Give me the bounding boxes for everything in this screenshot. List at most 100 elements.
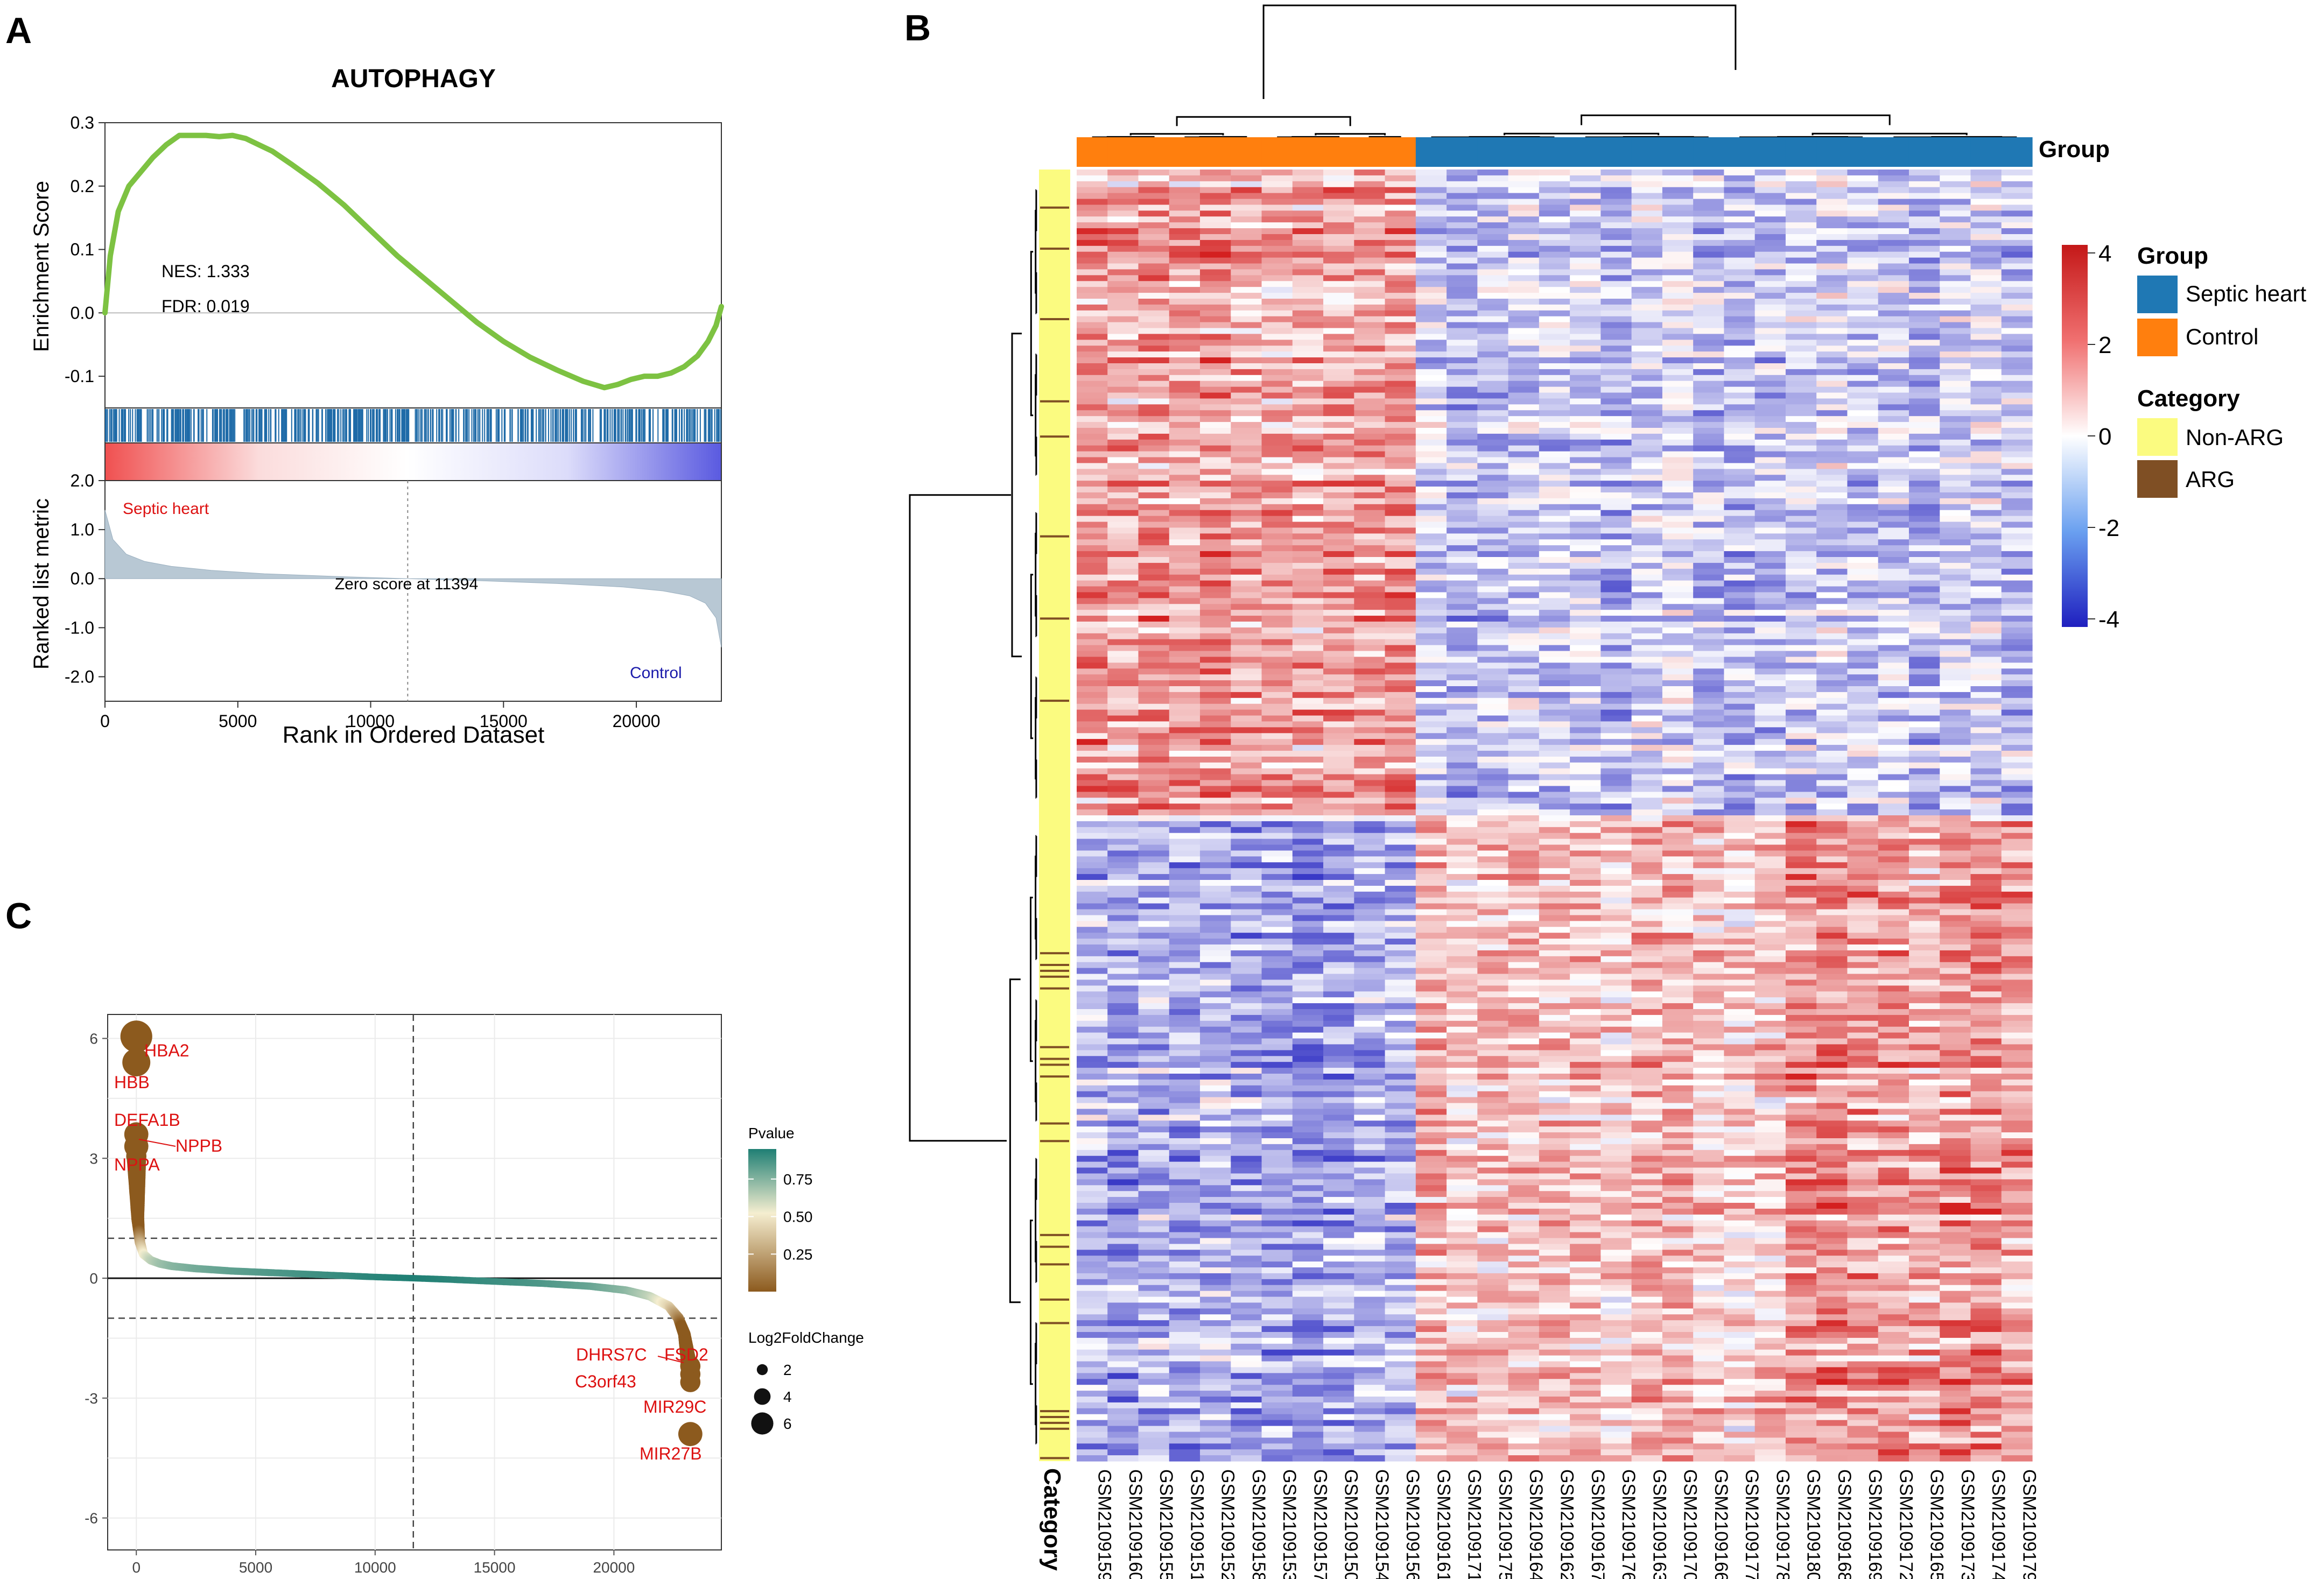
heat-cell (1693, 968, 1725, 975)
heat-cell (1847, 510, 1879, 517)
heat-cell (1323, 592, 1354, 598)
heat-cell (1200, 809, 1231, 816)
heat-cell (1940, 263, 1971, 270)
heat-cell (1539, 386, 1570, 393)
heat-cell (2001, 850, 2033, 857)
heat-cell (1539, 551, 1570, 558)
heat-cell (1292, 451, 1324, 458)
heat-cell (1847, 662, 1879, 669)
heat-cell (1570, 668, 1601, 675)
heat-cell (1754, 228, 1786, 235)
heat-cell (1908, 862, 1940, 869)
heat-cell (1754, 610, 1786, 616)
heat-cell (2001, 733, 2033, 739)
arg-mark (1040, 1322, 1069, 1324)
heat-cell (1477, 956, 1509, 963)
heat-cell (1107, 557, 1139, 563)
heat-cell (1785, 181, 1817, 188)
heat-cell (1693, 622, 1725, 628)
heat-cell (1231, 680, 1262, 687)
heat-cell (1847, 645, 1879, 652)
heat-cell (1785, 862, 1817, 869)
heat-cell (1878, 222, 1909, 229)
heat-cell (1631, 251, 1663, 258)
gsea-x-ticks: 0 5000 10000 15000 20000 (100, 701, 661, 731)
heat-cell (1878, 510, 1909, 517)
heat-cell (1693, 950, 1725, 957)
heat-cell (1570, 968, 1601, 975)
heat-cell (1231, 627, 1262, 634)
heat-cell (1261, 492, 1293, 499)
heat-cell (1231, 410, 1262, 417)
heat-cell (1631, 668, 1663, 675)
heat-cell (1631, 234, 1663, 241)
heat-cell (1292, 651, 1324, 658)
heat-cell (1323, 475, 1354, 481)
heat-cell (1816, 533, 1848, 540)
heat-cell (1138, 281, 1170, 287)
heat-cell (1847, 862, 1879, 869)
heat-cell (2001, 604, 2033, 610)
heat-cell (1477, 927, 1509, 933)
heat-cell (1631, 346, 1663, 352)
heat-cell (1200, 451, 1231, 458)
heat-cell (1539, 557, 1570, 563)
heat-cell (1539, 234, 1570, 241)
heat-cell (1200, 592, 1231, 598)
heat-cell (1693, 299, 1725, 305)
heat-cell (1231, 199, 1262, 206)
heat-cell (1261, 181, 1293, 188)
heat-cell (1908, 380, 1940, 387)
heat-cell (1816, 416, 1848, 422)
heat-cell (1662, 715, 1694, 722)
heat-cell (1415, 833, 1447, 840)
heat-cell (1169, 651, 1200, 658)
heat-cell (1169, 193, 1200, 200)
heat-cell (1138, 516, 1170, 523)
heat-cell (1754, 334, 1786, 340)
heat-cell (1415, 891, 1447, 898)
heat-cell (1508, 299, 1540, 305)
heat-cell (1169, 715, 1200, 722)
heat-cell (1354, 774, 1386, 781)
heat-cell (1077, 885, 1108, 892)
heat-cell (1693, 451, 1725, 458)
heat-cell (1138, 604, 1170, 610)
heat-cell (1354, 451, 1386, 458)
heat-cell (1138, 475, 1170, 481)
heat-cell (1169, 933, 1200, 939)
heat-cell (1169, 686, 1200, 693)
heat-cell (1785, 239, 1817, 246)
heat-cell (1754, 533, 1786, 540)
heat-cell (1600, 897, 1632, 904)
heat-cell (1200, 903, 1231, 910)
heat-cell (2001, 322, 2033, 329)
heat-cell (1754, 868, 1786, 875)
heat-cell (1261, 821, 1293, 828)
heat-cell (1785, 939, 1817, 945)
heat-cell (1200, 469, 1231, 475)
heat-cell (1816, 662, 1848, 669)
heat-cell (1693, 428, 1725, 434)
heat-cell (1385, 838, 1416, 845)
heat-cell (1878, 504, 1909, 511)
heat-cell (1385, 251, 1416, 258)
heat-cell (1138, 234, 1170, 241)
heat-cell (1754, 322, 1786, 329)
heat-cell (1447, 568, 1478, 575)
heat-cell (1447, 328, 1478, 335)
heat-cell (1847, 739, 1879, 745)
heat-cell (1385, 181, 1416, 188)
group-cell (1508, 137, 1540, 167)
heat-cell (1908, 974, 1940, 981)
heat-cell (1970, 539, 2002, 546)
heat-cell (1816, 340, 1848, 346)
heat-cell (1077, 739, 1108, 745)
heat-cell (1200, 521, 1231, 528)
heat-cell (1631, 269, 1663, 276)
heat-cell (1508, 950, 1540, 957)
heat-cell (1908, 856, 1940, 863)
heat-cell (1631, 727, 1663, 734)
gsea-xtick-label: 5000 (219, 711, 257, 731)
row-dendro-branch (1030, 897, 1033, 1062)
